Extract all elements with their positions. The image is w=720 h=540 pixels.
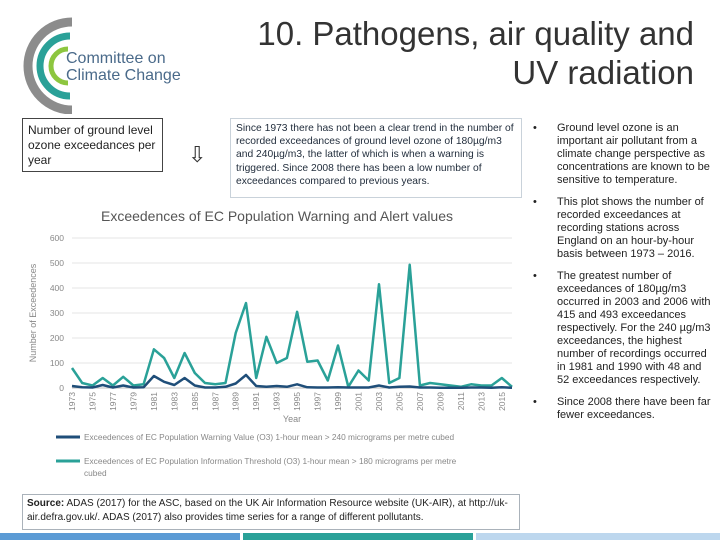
bullet-dot: • (533, 396, 537, 408)
x-tick-label: 1975 (87, 392, 97, 411)
series-line-warning (71, 373, 513, 390)
x-tick-label: 2011 (456, 392, 466, 411)
x-tick-label: 1989 (231, 392, 241, 411)
x-tick-label: 1999 (333, 392, 343, 411)
bullet-text: The greatest number of exceedances of 18… (557, 270, 711, 386)
bullet-text: Since 2008 there have been far fewer exc… (557, 396, 711, 421)
bullet-dot: • (533, 270, 537, 282)
bullet-dot: • (533, 122, 537, 134)
x-tick-label: 1973 (67, 392, 77, 411)
down-arrow-icon: ⇩ (188, 142, 207, 167)
x-tick-label: 1985 (190, 392, 200, 411)
legend-entry-warning-label: Exceedences of EC Population Warning Val… (84, 432, 454, 442)
logo-arc-gray (23, 17, 73, 114)
x-tick-label: 2005 (394, 392, 404, 411)
x-tick-label: 2001 (354, 392, 364, 411)
source-box: Source: ADAS (2017) for the ASC, based o… (22, 494, 520, 530)
bullet-item: • Since 2008 there have been far fewer ex… (533, 396, 713, 422)
y-tick-label: 400 (50, 283, 64, 293)
side-label-box: Number of ground level ozone exceedances… (22, 118, 163, 172)
x-tick-label: 1987 (210, 392, 220, 411)
y-tick-label: 500 (50, 258, 64, 268)
x-tick-label: 1979 (128, 392, 138, 411)
logo-line-2: Climate Change (66, 67, 181, 84)
footer-color-bar (0, 533, 720, 540)
source-text: ADAS (2017) for the ASC, based on the UK… (27, 498, 508, 523)
y-tick-label: 300 (50, 308, 64, 318)
title-line-1: 10. Pathogens, air quality and (257, 15, 694, 52)
x-tick-label: 1997 (313, 392, 323, 411)
logo-line-1: Committee on (66, 50, 166, 67)
x-tick-label: 2009 (435, 392, 445, 411)
bullet-dot: • (533, 196, 537, 208)
bullet-item: • This plot shows the number of recorded … (533, 196, 713, 261)
page-title: 10. Pathogens, air quality and UV radiat… (257, 14, 694, 92)
x-tick-label: 1995 (292, 392, 302, 411)
bullet-list: • Ground level ozone is an important air … (533, 122, 713, 431)
x-tick-label: 1991 (251, 392, 261, 411)
bullet-text: Ground level ozone is an important air p… (557, 122, 710, 186)
y-tick-label: 200 (50, 333, 64, 343)
footer-bar-segment-teal (243, 533, 473, 540)
x-tick-label: 1983 (169, 392, 179, 411)
x-tick-label: 1977 (108, 392, 118, 411)
x-tick-label: 2013 (476, 392, 486, 411)
bullet-item: • The greatest number of exceedances of 1… (533, 270, 713, 387)
logo-arc-teal (36, 32, 71, 100)
logo-graphic (23, 17, 73, 114)
exceedances-line-chart: Exceedences of EC Population Warning and… (28, 208, 513, 478)
series-line-information (70, 263, 513, 389)
chart-title: Exceedences of EC Population Warning and… (101, 208, 453, 224)
y-tick-label: 100 (50, 358, 64, 368)
intro-text-box: Since 1973 there has not been a clear tr… (230, 118, 522, 198)
logo-arc-green (48, 46, 69, 86)
source-label: Source: (27, 498, 65, 509)
bullet-item: • Ground level ozone is an important air … (533, 122, 713, 187)
x-tick-label: 2015 (497, 392, 507, 411)
logo-text: Committee on Climate Change (66, 50, 181, 84)
y-tick-label: 0 (59, 383, 64, 393)
title-line-2: UV radiation (512, 54, 694, 91)
legend-entry-information-label-line2: cubed (84, 468, 107, 478)
x-tick-label: 2007 (415, 392, 425, 411)
footer-bar-segment-blue (0, 533, 240, 540)
y-axis-label: Number of Exceedences (28, 263, 38, 362)
x-tick-label: 1981 (149, 392, 159, 411)
x-axis-label: Year (283, 414, 301, 424)
x-tick-label: 1993 (272, 392, 282, 411)
y-tick-label: 600 (50, 233, 64, 243)
legend-entry-information-label-line1: Exceedences of EC Population Information… (84, 456, 457, 466)
bullet-text: This plot shows the number of recorded e… (557, 196, 704, 260)
x-tick-label: 2003 (374, 392, 384, 411)
footer-bar-segment-light (476, 533, 720, 540)
